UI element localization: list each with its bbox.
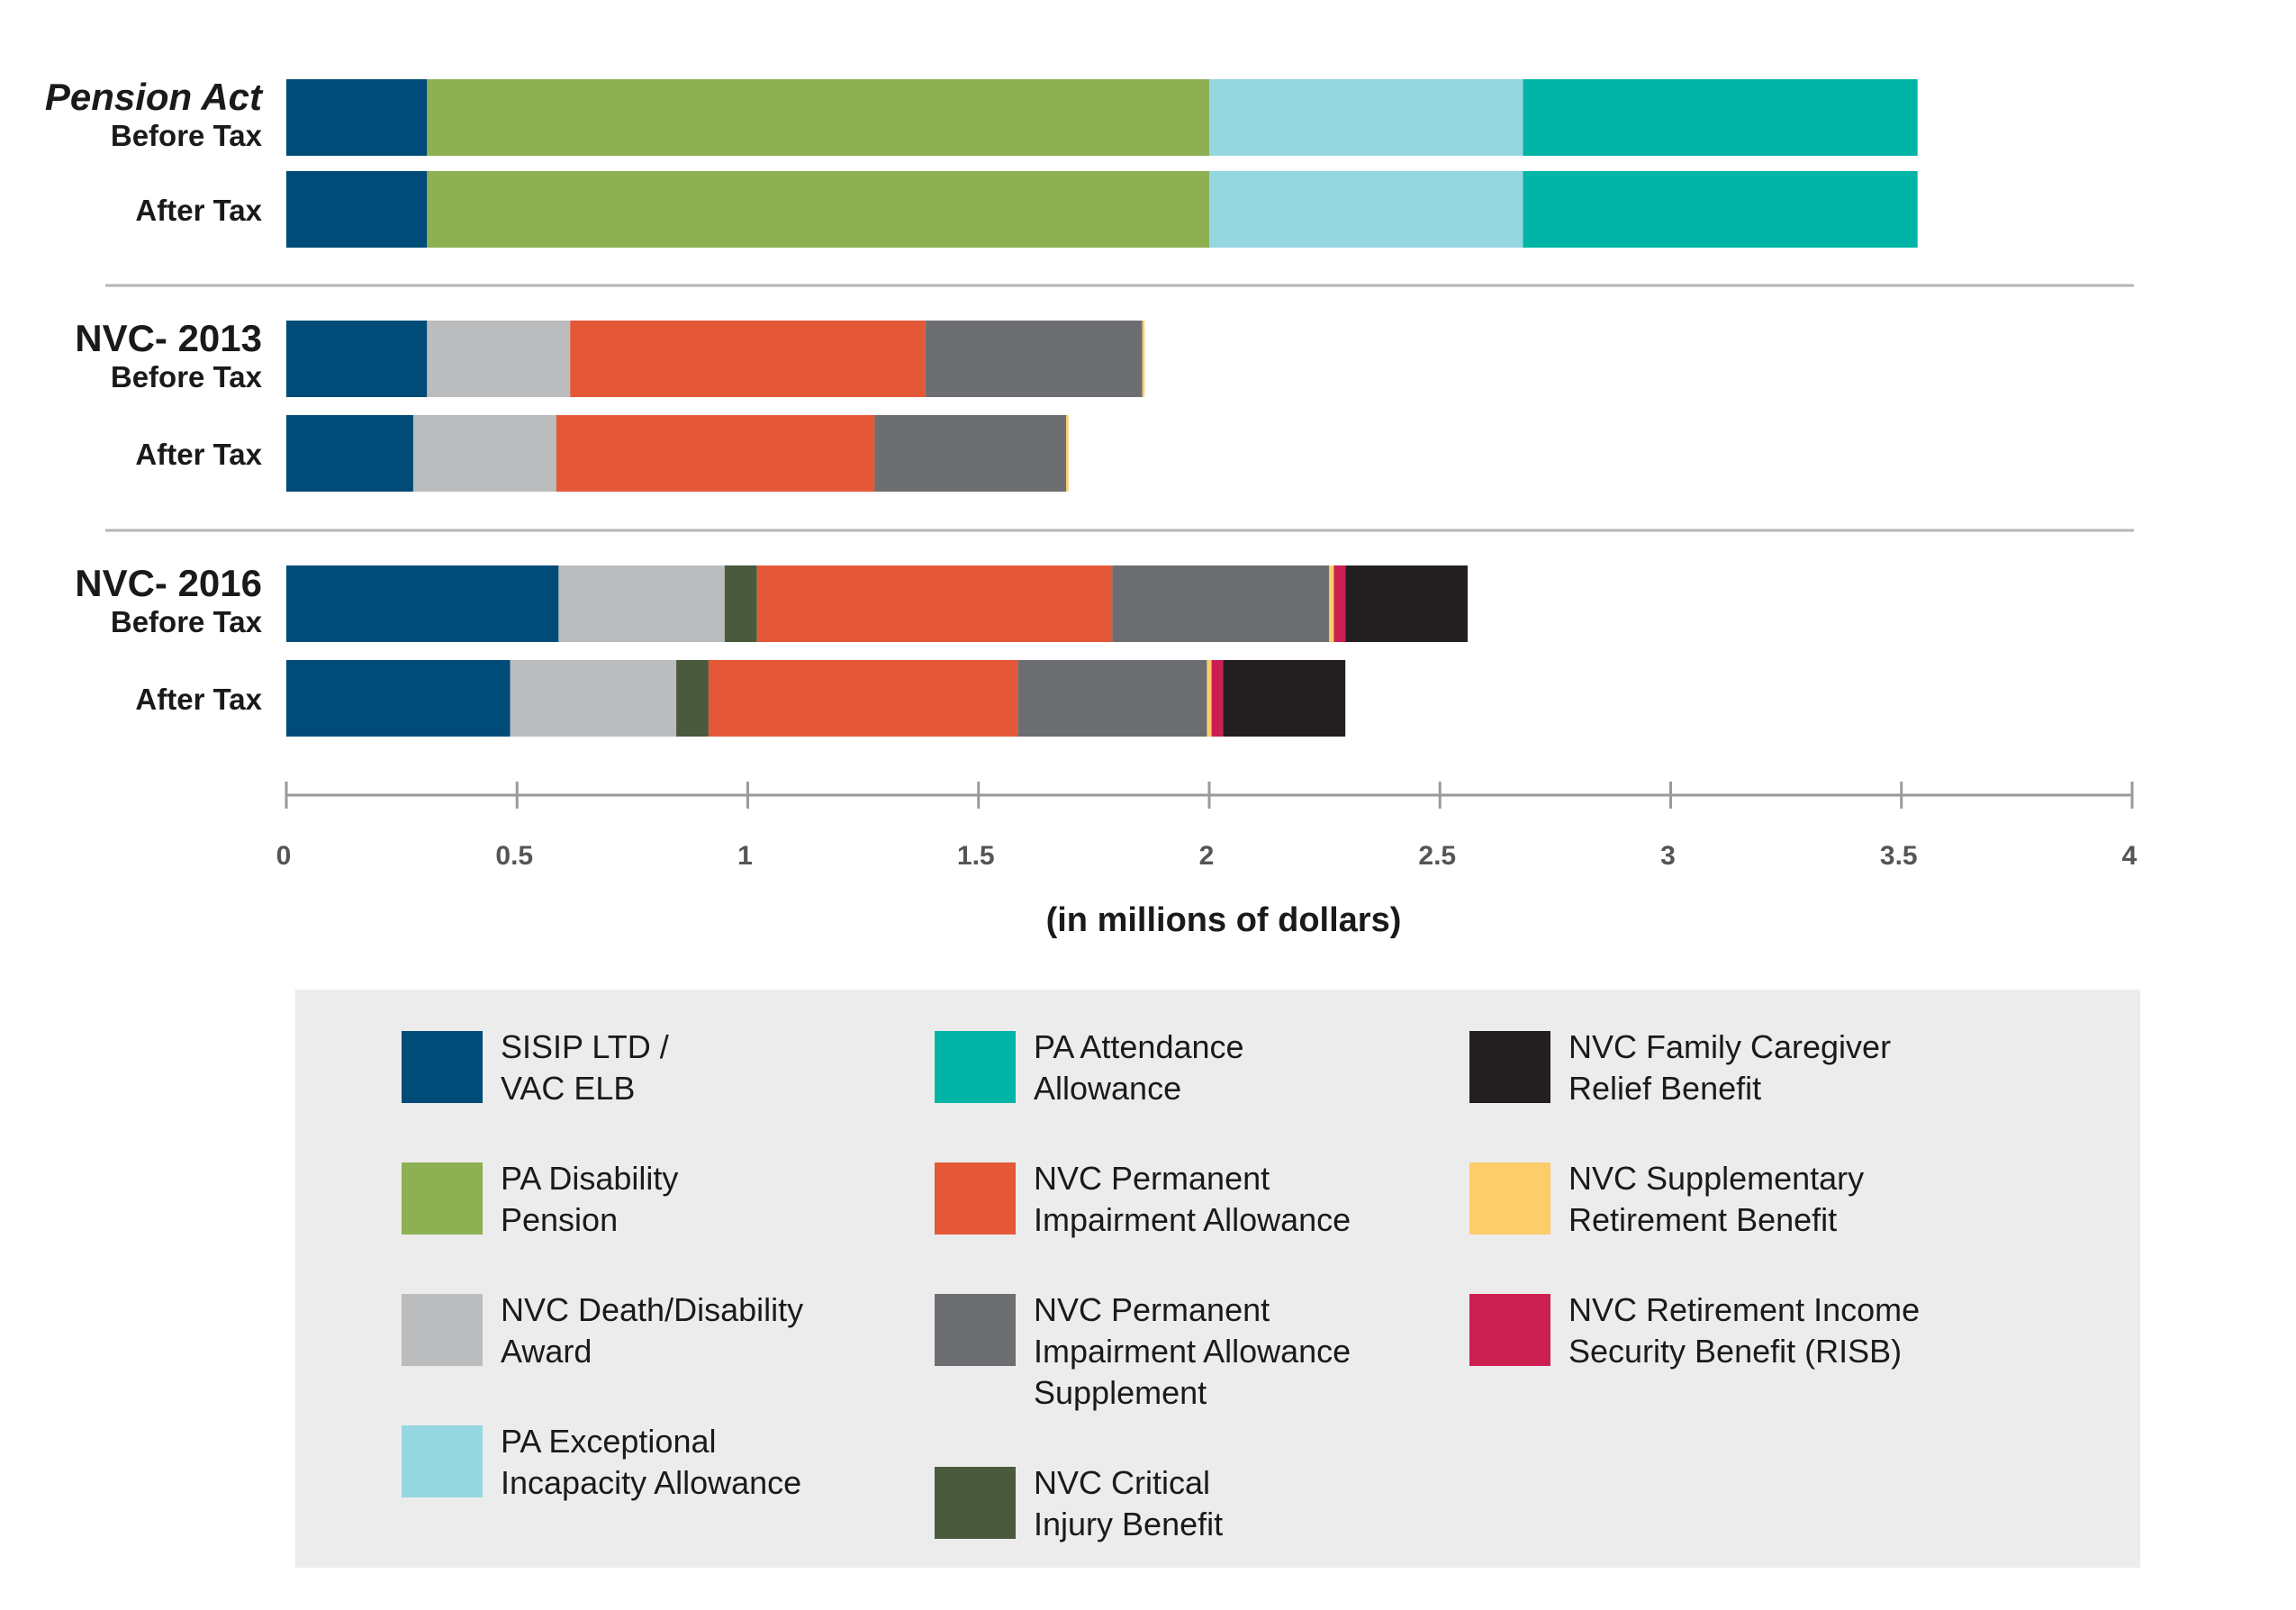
bar-segment-pension-act-after-tax-pa-disability-pension (427, 171, 1209, 248)
bar-segment-pension-act-before-tax-pa-exceptional-incapacity-allowance (1209, 79, 1523, 156)
x-tick-label: 3 (1660, 841, 1676, 871)
bar-segment-nvc-2016-after-tax-nvc-permanent-impairment-allowance (708, 660, 1018, 737)
bar-segment-nvc-2013-after-tax-nvc-permanent-impairment-allowance-supplement (874, 415, 1067, 492)
bar-segment-nvc-2016-before-tax-nvc-family-caregiver-relief-benefit (1345, 565, 1468, 642)
legend-swatch-nvc-family-caregiver-relief-benefit (1469, 1031, 1550, 1103)
legend-label-nvc-family-caregiver-relief-benefit: Relief Benefit (1568, 1070, 1761, 1107)
bar-segment-nvc-2016-before-tax-nvc-supplementary-retirement-benefit (1329, 565, 1334, 642)
legend-label-pa-disability-pension: PA Disability (501, 1160, 678, 1197)
legend-label-pa-exceptional-incapacity-allowance: PA Exceptional (501, 1423, 716, 1460)
bar-segment-pension-act-before-tax-pa-disability-pension (427, 79, 1209, 156)
x-axis-title: (in millions of dollars) (1046, 901, 1402, 939)
legend-swatch-nvc-death-disability-award (402, 1294, 483, 1366)
bar-segment-nvc-2016-after-tax-nvc-permanent-impairment-allowance-supplement (1017, 660, 1207, 737)
legend-swatch-nvc-permanent-impairment-allowance-supplement (935, 1294, 1016, 1366)
legend-label-nvc-permanent-impairment-allowance: NVC Permanent (1034, 1160, 1270, 1197)
x-tick-label: 2.5 (1418, 841, 1456, 871)
group-title-pension-act: Pension Act (45, 76, 264, 118)
bar-segment-nvc-2016-after-tax-nvc-family-caregiver-relief-benefit (1223, 660, 1346, 737)
bar-segment-nvc-2013-after-tax-nvc-supplementary-retirement-benefit (1066, 415, 1069, 492)
x-tick-label: 3.5 (1880, 841, 1918, 871)
bar-segment-nvc-2013-after-tax-sisip-ltd-vac-elb (286, 415, 413, 492)
row-label-nvc-2013-before-tax: Before Tax (111, 360, 263, 393)
legend-label-nvc-critical-injury-benefit: Injury Benefit (1034, 1506, 1223, 1542)
bars-layer (105, 79, 2134, 737)
legend-swatch-nvc-permanent-impairment-allowance (935, 1162, 1016, 1235)
x-tick-label: 2 (1199, 841, 1215, 871)
row-label-pension-act-after-tax: After Tax (135, 194, 262, 227)
legend-swatch-nvc-critical-injury-benefit (935, 1467, 1016, 1539)
legend-label-pa-exceptional-incapacity-allowance: Incapacity Allowance (501, 1464, 801, 1501)
legend-label-sisip-ltd-vac-elb: VAC ELB (501, 1070, 635, 1107)
x-tick-label: 1.5 (957, 841, 995, 871)
legend-label-nvc-retirement-income-security-benefit-risb: NVC Retirement Income (1568, 1291, 1920, 1328)
legend-background (295, 990, 2140, 1568)
bar-segment-pension-act-before-tax-pa-attendance-allowance (1523, 79, 1918, 156)
row-label-nvc-2016-after-tax: After Tax (135, 683, 262, 716)
legend-label-nvc-permanent-impairment-allowance: Impairment Allowance (1034, 1201, 1351, 1238)
bar-segment-nvc-2016-before-tax-nvc-critical-injury-benefit (724, 565, 757, 642)
legend-label-sisip-ltd-vac-elb: SISIP LTD / (501, 1028, 669, 1065)
legend-label-pa-attendance-allowance: PA Attendance (1034, 1028, 1244, 1065)
x-tick-label: 1 (737, 841, 753, 871)
legend-swatch-pa-exceptional-incapacity-allowance (402, 1425, 483, 1497)
row-label-nvc-2013-after-tax: After Tax (135, 438, 262, 471)
legend-label-nvc-death-disability-award: Award (501, 1333, 592, 1370)
bar-segment-pension-act-after-tax-pa-exceptional-incapacity-allowance (1209, 171, 1523, 248)
legend-label-nvc-critical-injury-benefit: NVC Critical (1034, 1464, 1210, 1501)
x-tick-label: 4 (2122, 841, 2138, 871)
bar-segment-nvc-2013-before-tax-nvc-permanent-impairment-allowance (570, 321, 926, 397)
legend-label-nvc-retirement-income-security-benefit-risb: Security Benefit (RISB) (1568, 1333, 1902, 1370)
bar-segment-nvc-2016-after-tax-nvc-critical-injury-benefit (676, 660, 709, 737)
bar-segment-nvc-2016-before-tax-nvc-death-disability-award (558, 565, 725, 642)
bar-segment-pension-act-after-tax-pa-attendance-allowance (1523, 171, 1918, 248)
legend-label-nvc-family-caregiver-relief-benefit: NVC Family Caregiver (1568, 1028, 1891, 1065)
bar-segment-nvc-2013-after-tax-nvc-death-disability-award (412, 415, 556, 492)
group-title-nvc-2013: NVC- 2013 (75, 317, 262, 359)
bar-segment-nvc-2016-before-tax-sisip-ltd-vac-elb (286, 565, 559, 642)
bar-segment-nvc-2013-before-tax-nvc-death-disability-award (427, 321, 571, 397)
legend-label-nvc-supplementary-retirement-benefit: Retirement Benefit (1568, 1201, 1837, 1238)
bar-segment-pension-act-after-tax-sisip-ltd-vac-elb (286, 171, 428, 248)
x-axis: (in millions of dollars) 0 0.5 1 1.5 2 2.5 3 3.… (276, 782, 2138, 939)
legend-swatch-pa-disability-pension (402, 1162, 483, 1235)
bar-segment-pension-act-before-tax-sisip-ltd-vac-elb (286, 79, 428, 156)
bar-segment-nvc-2016-before-tax-nvc-retirement-income-security-benefit-risb (1333, 565, 1346, 642)
legend-label-nvc-permanent-impairment-allowance-supplement: NVC Permanent (1034, 1291, 1270, 1328)
bar-segment-nvc-2013-before-tax-nvc-supplementary-retirement-benefit (1142, 321, 1145, 397)
legend-label-nvc-permanent-impairment-allowance-supplement: Supplement (1034, 1374, 1207, 1411)
bar-segment-nvc-2016-after-tax-nvc-supplementary-retirement-benefit (1207, 660, 1212, 737)
row-label-nvc-2016-before-tax: Before Tax (111, 605, 263, 638)
legend-label-pa-disability-pension: Pension (501, 1201, 618, 1238)
legend-swatch-nvc-retirement-income-security-benefit-risb (1469, 1294, 1550, 1366)
legend-label-nvc-permanent-impairment-allowance-supplement: Impairment Allowance (1034, 1333, 1351, 1370)
legend-swatch-nvc-supplementary-retirement-benefit (1469, 1162, 1550, 1235)
bar-segment-nvc-2013-before-tax-nvc-permanent-impairment-allowance-supplement (925, 321, 1143, 397)
x-tick-label: 0 (276, 841, 292, 871)
row-label-pension-act-before-tax: Before Tax (111, 119, 263, 152)
bar-segment-nvc-2013-before-tax-sisip-ltd-vac-elb (286, 321, 428, 397)
group-title-nvc-2016: NVC- 2016 (75, 562, 262, 604)
bar-segment-nvc-2016-before-tax-nvc-permanent-impairment-allowance-supplement (1112, 565, 1330, 642)
bar-segment-nvc-2016-after-tax-nvc-retirement-income-security-benefit-risb (1211, 660, 1224, 737)
legend-swatch-pa-attendance-allowance (935, 1031, 1016, 1103)
bar-segment-nvc-2016-after-tax-nvc-death-disability-award (510, 660, 677, 737)
legend-swatch-sisip-ltd-vac-elb (402, 1031, 483, 1103)
legend-label-pa-attendance-allowance: Allowance (1034, 1070, 1181, 1107)
bar-segment-nvc-2016-before-tax-nvc-permanent-impairment-allowance (756, 565, 1113, 642)
bar-segment-nvc-2013-after-tax-nvc-permanent-impairment-allowance (556, 415, 875, 492)
legend-label-nvc-death-disability-award: NVC Death/Disability (501, 1291, 803, 1328)
x-tick-label: 0.5 (495, 841, 533, 871)
legend: SISIP LTD / VAC ELB PA Disability Pension NV… (402, 1028, 1920, 1542)
bar-segment-nvc-2016-after-tax-sisip-ltd-vac-elb (286, 660, 511, 737)
legend-label-nvc-supplementary-retirement-benefit: NVC Supplementary (1568, 1160, 1864, 1197)
